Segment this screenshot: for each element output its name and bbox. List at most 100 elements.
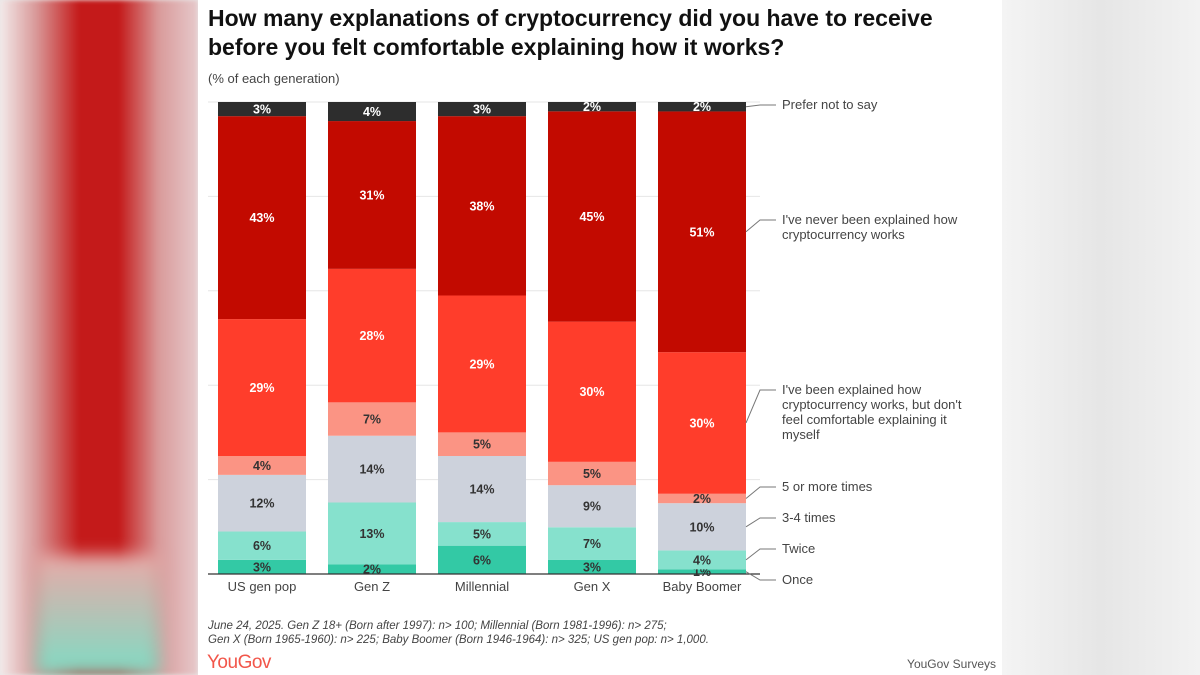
x-tick-label: Millennial: [455, 579, 509, 594]
data-label: 30%: [689, 416, 714, 430]
legend-connector: [745, 104, 776, 108]
legend-label: 3-4 times: [782, 510, 836, 525]
bar-segment: [438, 432, 526, 456]
data-label: 5%: [473, 527, 491, 541]
data-label: 9%: [583, 500, 601, 514]
data-label: 3%: [583, 560, 601, 574]
data-label: 3%: [253, 560, 271, 574]
data-label: 13%: [359, 527, 384, 541]
data-label: 45%: [579, 210, 604, 224]
x-tick-label: Gen Z: [354, 579, 390, 594]
bar-segment: [218, 531, 306, 560]
note-line: June 24, 2025. Gen Z 18+ (Born after 199…: [208, 620, 667, 632]
legend-label: I've never been explained how: [782, 212, 958, 227]
bar-segment: [328, 121, 416, 269]
legend-connector: [745, 486, 776, 499]
x-tick-label: Gen X: [574, 579, 611, 594]
bar-segment: [218, 319, 306, 456]
bar-segment: [218, 102, 306, 117]
bar-segment: [438, 456, 526, 523]
data-label: 29%: [249, 381, 274, 395]
note-line: Gen X (Born 1965-1960): n> 225; Baby Boo…: [208, 634, 709, 646]
bar-segment: [218, 474, 306, 532]
data-label: 2%: [693, 100, 711, 114]
x-tick-label: Baby Boomer: [663, 579, 742, 594]
bar-segment: [548, 102, 636, 112]
bar-segment: [328, 402, 416, 436]
data-label: 3%: [473, 103, 491, 117]
data-label: 4%: [693, 553, 711, 567]
bar-segment: [658, 352, 746, 494]
chart-title: How many explanations of cryptocurrency …: [208, 5, 933, 60]
legend-label: Prefer not to say: [782, 97, 878, 112]
data-label: 10%: [689, 520, 714, 534]
legend-label: cryptocurrency works, but don't: [782, 397, 962, 412]
chart-subtitle: (% of each generation): [208, 71, 340, 86]
legend-label: myself: [782, 427, 820, 442]
bar-segment: [658, 111, 746, 353]
data-label: 7%: [363, 413, 381, 427]
data-label: 30%: [579, 385, 604, 399]
data-label: 5%: [583, 467, 601, 481]
legend-connector: [745, 571, 776, 581]
legend-label: Once: [782, 572, 813, 587]
bar-segment: [438, 545, 526, 574]
bar-segment: [548, 461, 636, 486]
bar-segment: [548, 111, 636, 322]
data-label: 14%: [359, 463, 384, 477]
legend-label: Twice: [782, 541, 815, 556]
data-label: 2%: [363, 563, 381, 577]
bar-segment: [548, 559, 636, 574]
bar-segment: [438, 116, 526, 296]
source-label: YouGov Surveys: [907, 657, 996, 671]
data-label: 28%: [359, 329, 384, 343]
blurred-background-right: [1002, 0, 1200, 675]
data-label: 4%: [253, 459, 271, 473]
bar-segment: [328, 268, 416, 403]
data-label: 7%: [583, 537, 601, 551]
data-label: 3%: [253, 103, 271, 117]
bar-segment: [218, 559, 306, 574]
bar-segment: [328, 502, 416, 565]
data-label: 51%: [689, 225, 714, 239]
bar-segment: [548, 527, 636, 560]
data-label: 43%: [249, 211, 274, 225]
data-label: 38%: [469, 199, 494, 213]
yougov-logo: YouGov: [207, 652, 271, 673]
legend-label: I've been explained how: [782, 382, 922, 397]
data-label: 6%: [473, 553, 491, 567]
data-label: 12%: [249, 497, 274, 511]
blurred-background-left: [0, 0, 198, 675]
bar-segment: [548, 485, 636, 528]
bar-segment: [328, 435, 416, 503]
data-label: 14%: [469, 483, 494, 497]
data-label: 6%: [253, 539, 271, 553]
data-label: 4%: [363, 105, 381, 119]
data-label: 31%: [359, 188, 384, 202]
bar-segment: [438, 295, 526, 433]
bar-segment: [328, 102, 416, 122]
data-label: 2%: [583, 100, 601, 114]
bar-segment: [658, 550, 746, 570]
legend-connector: [745, 219, 776, 233]
bar-segment: [218, 116, 306, 320]
legend-connector: [745, 389, 776, 424]
survey-note: June 24, 2025. Gen Z 18+ (Born after 199…: [208, 619, 988, 647]
bar-segment: [658, 569, 746, 574]
bar-segment: [438, 102, 526, 117]
bar-segment: [218, 456, 306, 475]
bar-segment: [658, 503, 746, 551]
bar-segment: [548, 321, 636, 462]
data-label: 2%: [693, 492, 711, 506]
bar-segment: [438, 522, 526, 546]
bar-segment: [328, 564, 416, 574]
data-label: 29%: [469, 357, 494, 371]
data-label: 5%: [473, 438, 491, 452]
legend-label: cryptocurrency works: [782, 227, 905, 242]
bar-segment: [658, 493, 746, 504]
legend-connector: [745, 517, 776, 528]
legend-connector: [745, 548, 776, 561]
legend-label: 5 or more times: [782, 479, 873, 494]
legend-label: feel comfortable explaining it: [782, 412, 947, 427]
